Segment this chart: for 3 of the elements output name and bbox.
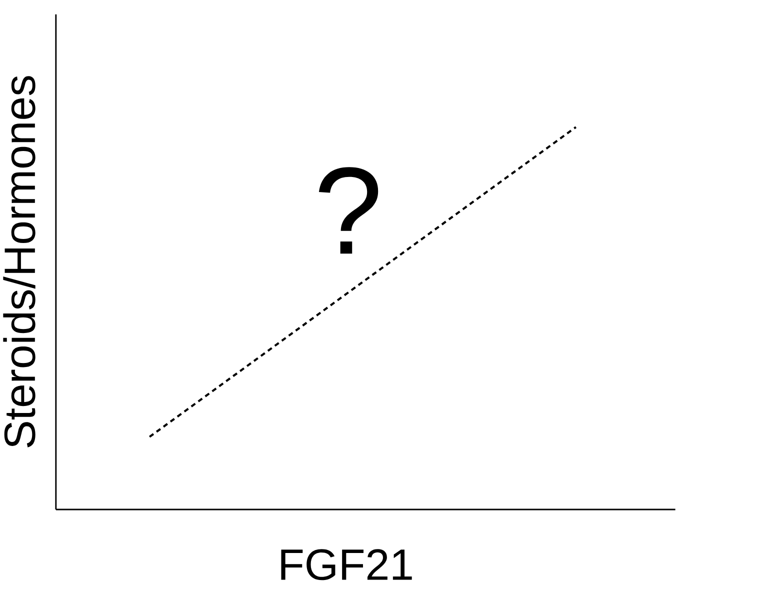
y-axis-title: Steroids/Hormones	[3, 76, 36, 448]
annotation: ?	[318, 167, 378, 254]
x-axis-title: FGF21	[281, 549, 412, 580]
